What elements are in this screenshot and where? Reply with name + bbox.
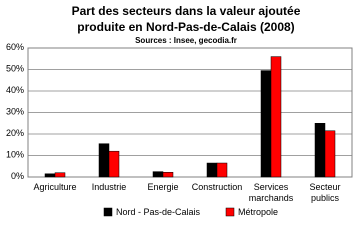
legend-swatch [225,207,235,217]
x-tick-label: Secteur publics [309,182,340,203]
x-tick-label: Agriculture [33,182,76,192]
bar [108,150,120,178]
chart-subtitle: Sources : Insee, gecodia.fr [135,36,237,45]
legend-swatch [103,207,113,217]
x-tick-label: Industrie [92,182,127,192]
x-tick-label: Services marchands [249,182,294,203]
x-tick-label: Construction [192,182,243,192]
chart-title: Part des secteurs dans la valeur ajoutée… [72,4,301,34]
bar [44,173,56,178]
chart: Part des secteurs dans la valeur ajoutée… [6,4,353,217]
y-tick-label: 50% [6,64,24,74]
y-tick-label: 60% [6,42,24,52]
bar [162,172,174,178]
bar [260,70,272,178]
bar [270,56,282,178]
y-tick-label: 0% [11,171,24,181]
legend-label: Nord - Pas-de-Calais [116,207,201,217]
legend-label: Métropole [238,207,278,217]
bar [206,162,218,178]
bar [152,171,164,178]
y-tick-label: 30% [6,107,24,117]
y-tick-label: 10% [6,150,24,160]
bar [98,143,110,178]
bar [54,172,66,178]
bar [314,123,326,178]
bar [324,130,336,178]
bar [216,162,228,178]
y-tick-label: 40% [6,85,24,95]
x-tick-label: Energie [147,182,178,192]
y-tick-label: 20% [6,128,24,138]
